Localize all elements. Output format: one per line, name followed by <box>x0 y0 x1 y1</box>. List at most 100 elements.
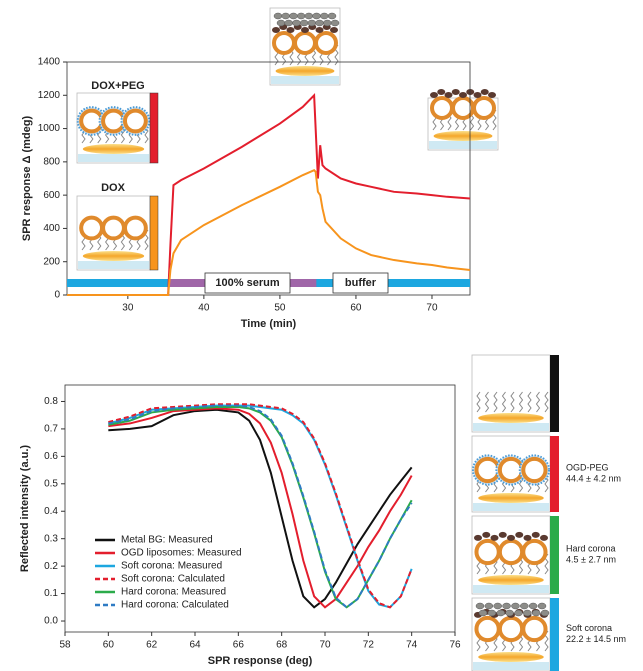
schematic-label: Soft corona <box>566 623 612 633</box>
series-line <box>108 403 413 609</box>
protein <box>444 92 453 98</box>
schematic <box>471 435 551 513</box>
legend-label: Hard corona: Measured <box>121 587 226 598</box>
liposome <box>497 538 525 566</box>
liposome <box>474 538 501 566</box>
gold-layer <box>275 66 335 76</box>
liposome <box>430 96 454 120</box>
schematic <box>471 515 551 595</box>
gold-layer <box>478 413 544 423</box>
schematic <box>427 89 499 151</box>
substrate <box>473 662 549 670</box>
y-tick-label: 0.3 <box>44 533 58 544</box>
linker <box>510 391 515 413</box>
y-tick-label: 1200 <box>38 90 61 101</box>
protein <box>330 27 338 33</box>
protein-soft <box>292 19 301 27</box>
linker <box>535 391 541 413</box>
liposome <box>521 538 548 566</box>
substrate <box>78 154 149 162</box>
series-line <box>67 92 471 296</box>
substrate <box>78 261 149 269</box>
y-tick-label: 0.6 <box>44 451 58 462</box>
protein <box>286 27 295 33</box>
liposome <box>293 31 317 55</box>
liposome <box>79 215 105 241</box>
protein <box>451 89 460 95</box>
protein <box>272 27 280 33</box>
linker <box>544 391 549 413</box>
protein-soft <box>478 609 488 617</box>
linker <box>476 391 481 413</box>
y-tick-label: 0.8 <box>44 396 58 407</box>
protein <box>473 92 482 98</box>
y-tick-label: 1000 <box>38 123 61 134</box>
linker <box>484 391 490 413</box>
protein <box>515 531 524 538</box>
protein-soft <box>496 609 505 617</box>
schematic-size: 22.2 ± 14.5 nm <box>566 634 626 644</box>
schematic <box>471 597 551 671</box>
liposome <box>122 215 148 241</box>
linker <box>501 391 507 413</box>
protein-soft <box>505 609 514 617</box>
substrate <box>473 503 549 511</box>
schematic-size: 4.5 ± 2.7 nm <box>566 554 616 564</box>
x-tick-label: 66 <box>233 640 245 651</box>
y-tick-label: 0.4 <box>44 506 58 517</box>
schematic-label: OGD-PEG <box>566 462 609 472</box>
protein-soft <box>523 609 532 617</box>
y-tick-label: 0.0 <box>44 616 58 627</box>
color-bar <box>149 195 159 271</box>
protein <box>488 92 496 98</box>
x-tick-label: 30 <box>122 303 134 314</box>
protein <box>498 531 507 538</box>
protein-soft <box>304 12 314 20</box>
y-axis-label: SPR response Δ (mdeg) <box>21 116 33 242</box>
liposome <box>472 96 496 120</box>
phase-label: buffer <box>345 277 377 289</box>
series-label: DOX+PEG <box>91 80 145 92</box>
protein-soft <box>520 602 529 610</box>
protein <box>480 89 489 95</box>
gold-layer <box>478 575 544 585</box>
linker <box>493 391 498 413</box>
y-tick-label: 0.2 <box>44 561 58 572</box>
liposome <box>122 108 148 134</box>
substrate <box>473 423 549 431</box>
x-tick-label: 72 <box>363 640 375 651</box>
color-bar <box>550 355 559 432</box>
y-axis-label: Reflected intensity (a.u.) <box>19 445 31 572</box>
protein-soft <box>502 602 511 610</box>
protein-soft <box>537 602 547 610</box>
series-line <box>67 168 471 296</box>
linker <box>518 391 524 413</box>
protein-soft <box>312 12 321 20</box>
legend-label: OGD liposomes: Measured <box>121 548 242 559</box>
x-tick-label: 68 <box>276 640 288 651</box>
substrate <box>473 585 549 593</box>
protein <box>523 534 532 541</box>
x-axis-label: SPR response (deg) <box>208 655 313 667</box>
y-tick-label: 0.1 <box>44 588 58 599</box>
protein-soft <box>323 19 332 27</box>
liposome <box>101 215 126 241</box>
protein-soft <box>514 609 523 617</box>
liposome <box>497 615 525 643</box>
legend-label: Hard corona: Calculated <box>121 600 229 611</box>
protein <box>459 92 467 98</box>
color-bar <box>550 516 559 594</box>
protein-soft <box>307 19 317 27</box>
x-tick-label: 58 <box>59 640 71 651</box>
gold-layer <box>478 652 544 662</box>
linker <box>527 391 532 413</box>
protein-soft <box>276 19 286 27</box>
substrate <box>429 141 497 149</box>
color-bar <box>550 436 559 512</box>
protein <box>507 534 515 541</box>
color-bar <box>149 92 159 164</box>
protein <box>301 27 309 33</box>
protein <box>531 531 540 538</box>
